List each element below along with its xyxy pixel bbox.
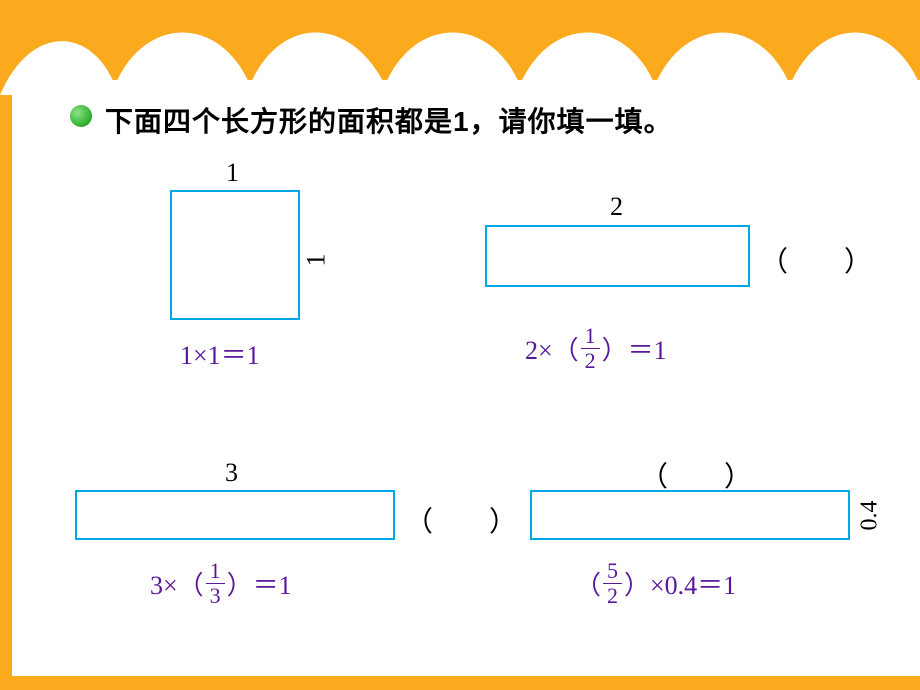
eq2-post: ）＝1 <box>602 330 667 367</box>
rect-1-top-label: 1 <box>226 158 239 188</box>
rect-1-side-label: 1 <box>302 254 332 267</box>
eq4-pre: （ <box>575 565 601 602</box>
eq3-post: ）＝1 <box>227 565 292 602</box>
blank-2: （ ） <box>760 240 872 280</box>
eq2-pre: 2×（ <box>525 330 579 367</box>
rect-2 <box>485 225 750 287</box>
eq3-pre: 3×（ <box>150 565 204 602</box>
equation-2: 2×（ 1 2 ）＝1 <box>525 325 667 372</box>
eq4-num: 5 <box>603 560 622 583</box>
blank-4: （ ） <box>640 455 752 495</box>
eq4-den: 2 <box>603 583 622 607</box>
eq2-den: 2 <box>581 348 600 372</box>
eq4-post: ）×0.4＝1 <box>624 565 736 602</box>
content-area: 1 1 1×1＝1 2 （ ） 2×（ 1 2 ）＝1 3 （ ） 3×（ 1 … <box>0 0 920 690</box>
eq4-fraction: 5 2 <box>603 560 622 607</box>
equation-3: 3×（ 1 3 ）＝1 <box>150 560 292 607</box>
rect-3 <box>75 490 395 540</box>
rect-4 <box>530 490 850 540</box>
eq3-fraction: 1 3 <box>206 560 225 607</box>
eq3-num: 1 <box>206 560 225 583</box>
rect-1 <box>170 190 300 320</box>
rect-2-top-label: 2 <box>610 192 623 222</box>
rect-3-top-label: 3 <box>225 458 238 488</box>
rect-4-side-label: 0.4 <box>857 501 884 531</box>
eq2-num: 1 <box>581 325 600 348</box>
blank-3: （ ） <box>405 500 517 540</box>
eq2-fraction: 1 2 <box>581 325 600 372</box>
equation-4: （ 5 2 ）×0.4＝1 <box>575 560 736 607</box>
eq3-den: 3 <box>206 583 225 607</box>
equation-1: 1×1＝1 <box>180 335 260 372</box>
